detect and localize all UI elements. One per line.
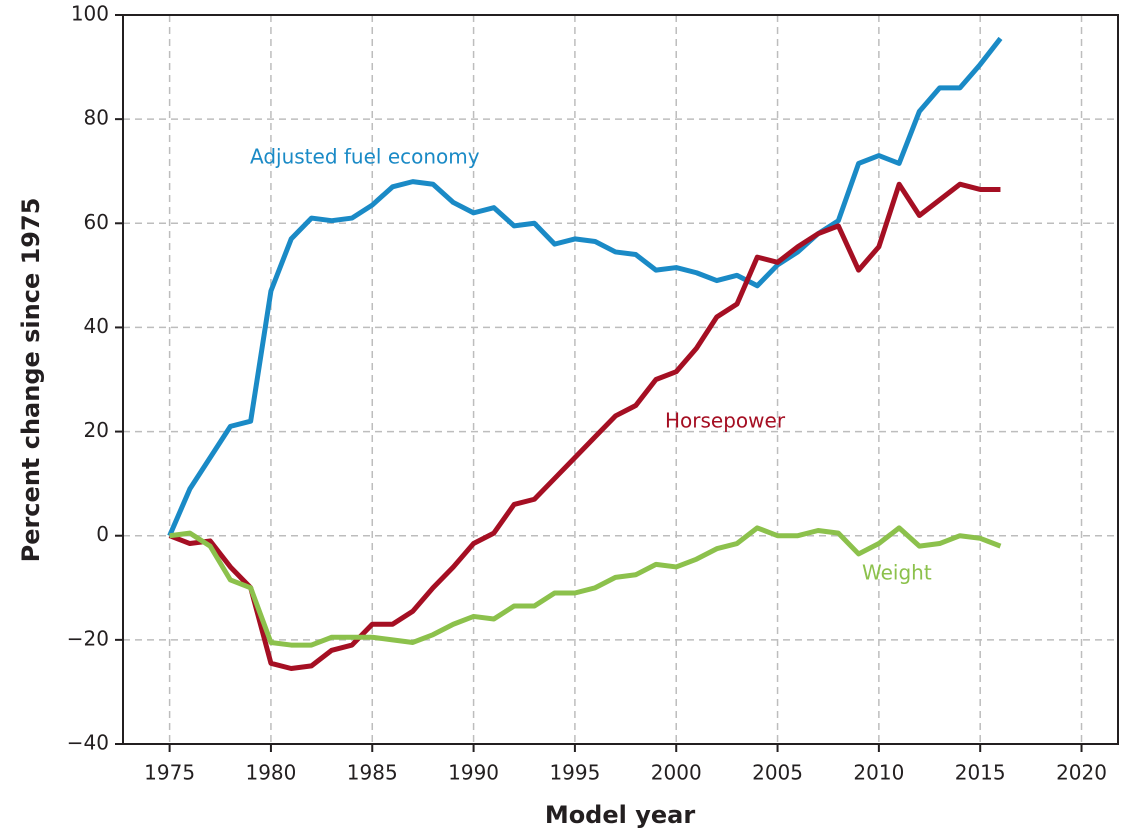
y-tick-label: 0 (96, 522, 109, 546)
series-line (169, 525, 1002, 648)
x-tick-label: 2015 (955, 761, 1006, 785)
series-line (168, 181, 1001, 671)
y-tick-label: 40 (84, 314, 109, 338)
y-axis-title: Percent change since 1975 (17, 198, 45, 563)
x-tick-label: 1975 (144, 761, 195, 785)
y-tick-label: 100 (71, 2, 109, 26)
plot-frame (122, 14, 1119, 745)
series-line (167, 36, 1003, 537)
series-label: Horsepower (665, 409, 786, 433)
x-tick-label: 1985 (347, 761, 398, 785)
x-tick-label: 1990 (448, 761, 499, 785)
series-label: Adjusted fuel economy (250, 145, 480, 169)
x-tick-label: 2010 (853, 761, 904, 785)
y-tick-label: 60 (84, 210, 109, 234)
y-tick-label: −20 (67, 626, 109, 650)
y-tick-label: −40 (67, 731, 109, 755)
x-tick-label: 2000 (651, 761, 702, 785)
x-tick-label: 1980 (245, 761, 296, 785)
y-tick-label: 20 (84, 418, 109, 442)
x-tick-label: 2020 (1056, 761, 1107, 785)
x-tick-label: 2005 (752, 761, 803, 785)
y-tick-label: 80 (84, 106, 109, 130)
x-tick-label: 1995 (549, 761, 600, 785)
series-label: Weight (862, 561, 932, 585)
x-axis-title: Model year (545, 801, 696, 829)
